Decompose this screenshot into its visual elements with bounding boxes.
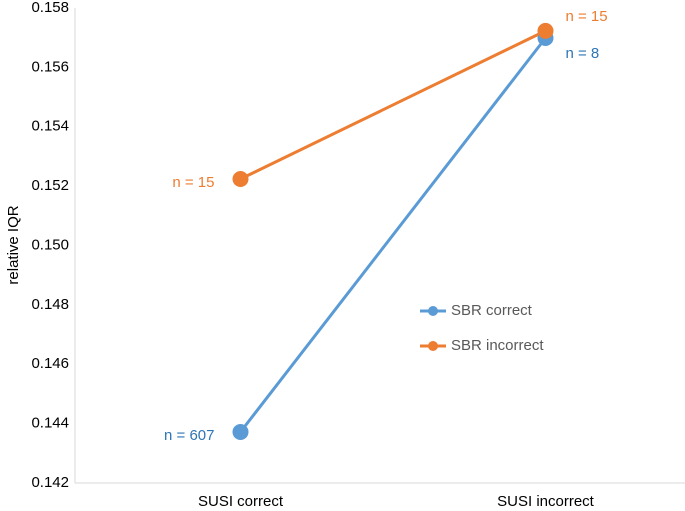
- y-tick-label: 0.144: [31, 415, 69, 432]
- data-point: [232, 171, 249, 187]
- data-point: [232, 423, 249, 440]
- data-annotation: n = 15: [172, 174, 214, 191]
- y-tick-label: 0.158: [31, 0, 69, 16]
- y-tick-label: 0.152: [31, 177, 69, 194]
- legend-label: SBR correct: [451, 302, 533, 319]
- data-annotation: n = 607: [164, 427, 214, 444]
- y-axis-label: relative IQR: [5, 205, 22, 284]
- y-tick-label: 0.150: [31, 236, 69, 253]
- y-tick-label: 0.146: [31, 355, 69, 372]
- series-line: [239, 29, 547, 181]
- series-line: [239, 37, 547, 433]
- y-tick-label: 0.154: [31, 118, 69, 135]
- y-tick-label: 0.156: [31, 58, 69, 75]
- data-point: [537, 22, 554, 39]
- data-annotation: n = 15: [566, 8, 608, 25]
- x-tick-label: SUSI correct: [198, 493, 284, 510]
- legend-label: SBR incorrect: [451, 337, 544, 354]
- x-tick-label: SUSI incorrect: [497, 493, 595, 510]
- legend-swatch-marker: [428, 306, 438, 316]
- y-tick-label: 0.148: [31, 296, 69, 313]
- legend-swatch-marker: [428, 341, 438, 351]
- data-annotation: n = 8: [566, 45, 600, 62]
- y-tick-label: 0.142: [31, 474, 69, 491]
